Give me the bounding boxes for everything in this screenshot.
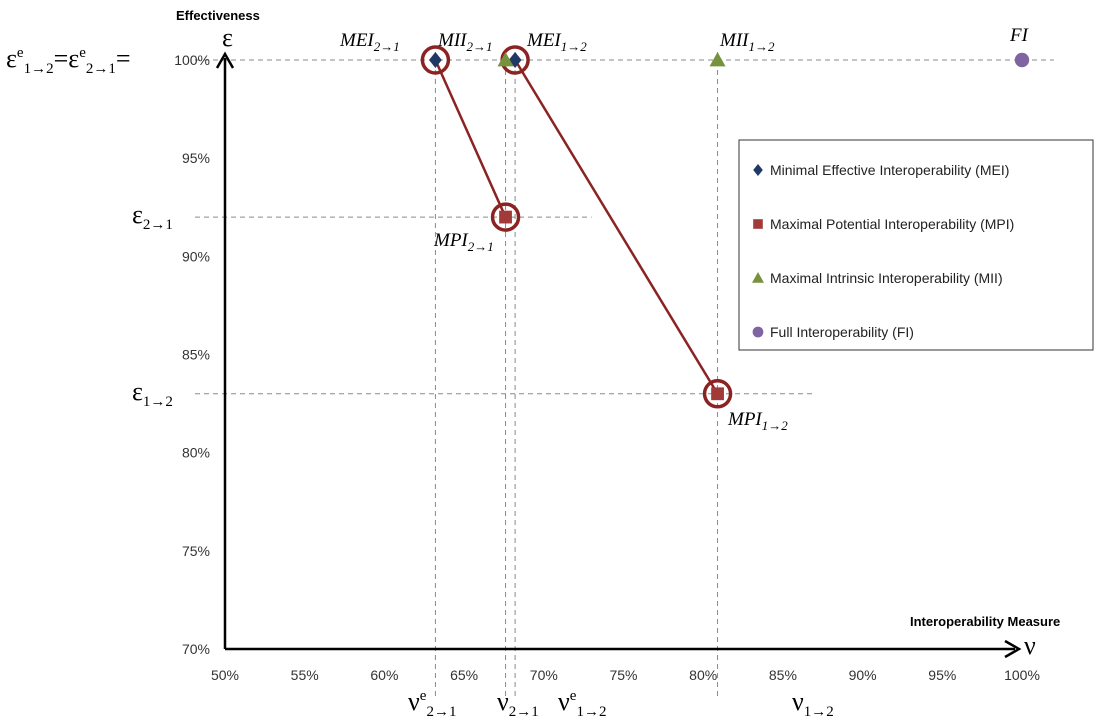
x-tick-label: 80% <box>689 667 717 683</box>
legend-marker <box>752 272 764 283</box>
x-guide-label: νe2→1 <box>408 687 456 720</box>
mpi-point <box>499 210 512 224</box>
y-axis-symbol: ε <box>222 23 233 52</box>
tick-labels: 50% 55% 60% 65% 70% 75% 80% 85% 90% 95% 100% 70% 75%… <box>174 52 1040 683</box>
highlight-rings <box>420 45 733 409</box>
mei-point <box>429 52 442 68</box>
x-tick-label: 50% <box>211 667 239 683</box>
y-tick-label: 75% <box>182 543 210 559</box>
x-tick-label: 85% <box>769 667 797 683</box>
y-tick-label: 85% <box>182 347 210 363</box>
connector-line <box>434 59 507 218</box>
legend: Minimal Effective Interoperability (MEI)… <box>738 139 1094 351</box>
mpi-point <box>711 387 724 401</box>
y-guide-label: εe1→2=εe2→1= <box>6 44 131 77</box>
fi-annotation: FI <box>1009 25 1030 46</box>
connector-line <box>514 59 719 395</box>
legend-label: Full Interoperability (FI) <box>770 324 914 340</box>
highlight-ring <box>420 45 451 75</box>
x-tick-label: 55% <box>291 667 319 683</box>
x-guide-label: ν2→1 <box>497 687 539 720</box>
mii-annotation: MII1→2 <box>719 30 775 54</box>
x-tick-label: 70% <box>530 667 558 683</box>
x-guide-label: ν1→2 <box>792 687 834 720</box>
mei-annotation: MEI2→1 <box>339 30 400 54</box>
y-guide-label: ε1→2 <box>132 377 173 410</box>
data-points <box>429 52 1030 401</box>
legend-label: Minimal Effective Interoperability (MEI) <box>770 162 1009 178</box>
x-tick-label: 65% <box>450 667 478 683</box>
legend-marker <box>753 219 763 229</box>
x-tick-label: 75% <box>609 667 637 683</box>
x-axis-symbol: ν <box>1024 631 1036 660</box>
x-guide-label: νe1→2 <box>558 687 606 720</box>
highlight-ring <box>702 379 733 409</box>
y-axis-arrow <box>215 51 235 69</box>
x-axis-arrow <box>1004 639 1022 659</box>
legend-marker <box>753 164 763 176</box>
legend-box <box>738 139 1094 351</box>
x-tick-label: 95% <box>928 667 956 683</box>
guide-lines <box>195 52 1054 700</box>
y-guide-label: ε2→1 <box>132 200 173 233</box>
mpi-annotation: MPI1→2 <box>727 409 788 433</box>
mei-annotation: MEI1→2 <box>526 30 587 54</box>
guide-labels: εe1→2=εe2→1= ε2→1 ε1→2 νe2→1 ν2→1 νe1→2 ν1→2 <box>6 44 834 720</box>
y-tick-label: 80% <box>182 445 210 461</box>
mii-point <box>497 52 514 67</box>
mpi-annotation: MPI2→1 <box>433 230 494 254</box>
fi-point <box>1014 52 1030 68</box>
point-annotations: MEI2→1 MEI1→2 MPI2→1 MPI1→2 MII2→1 MII1→2 FI <box>339 25 1030 433</box>
axes <box>215 51 1022 659</box>
y-tick-label: 100% <box>174 52 210 68</box>
y-axis-title: Effectiveness <box>176 8 260 23</box>
x-axis-title: Interoperability Measure <box>910 614 1060 629</box>
y-tick-label: 95% <box>182 150 210 166</box>
y-tick-label: 90% <box>182 248 210 264</box>
mii-point <box>709 52 726 67</box>
x-tick-label: 100% <box>1004 667 1040 683</box>
highlight-ring <box>490 202 521 232</box>
y-tick-label: 70% <box>182 641 210 657</box>
legend-marker <box>752 326 764 338</box>
x-tick-label: 60% <box>370 667 398 683</box>
connector-lines <box>434 59 719 395</box>
legend-label: Maximal Intrinsic Interoperability (MII) <box>770 270 1003 286</box>
x-tick-label: 90% <box>849 667 877 683</box>
legend-label: Maximal Potential Interoperability (MPI) <box>770 216 1014 232</box>
mii-annotation: MII2→1 <box>437 30 492 54</box>
